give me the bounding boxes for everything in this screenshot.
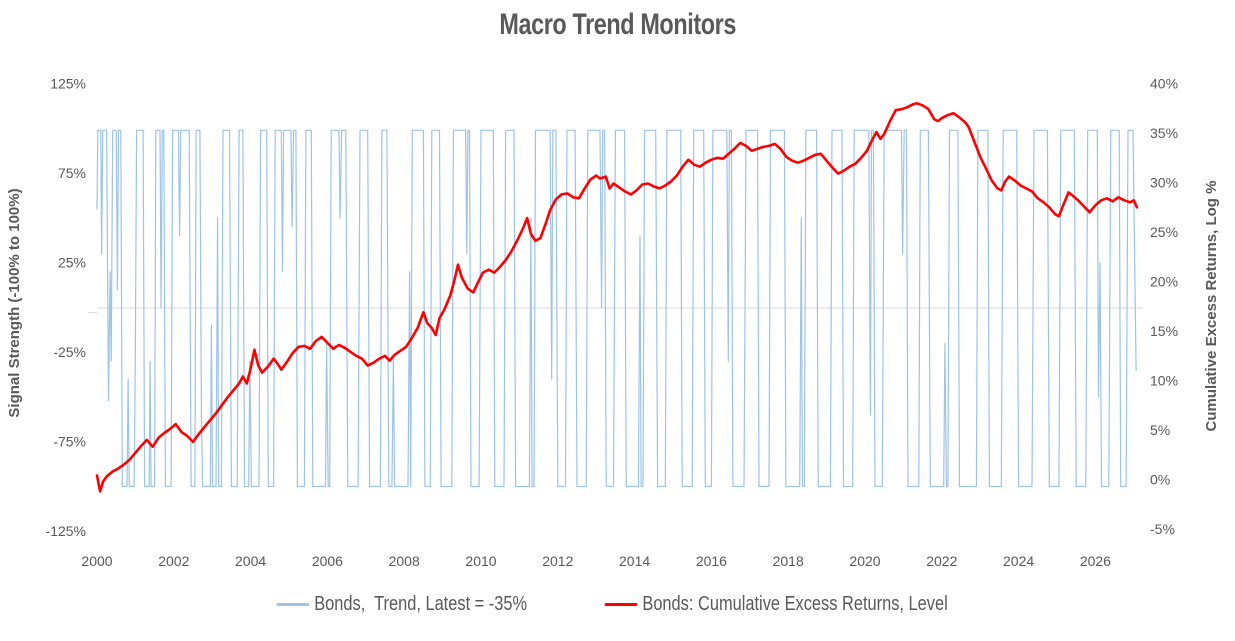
right-axis-tick-label: 25% — [1150, 224, 1178, 240]
right-axis-tick-label: 20% — [1150, 273, 1178, 289]
x-axis-tick-label: 2018 — [773, 553, 804, 569]
legend: Bonds, Trend, Latest = -35% Bonds: Cumul… — [0, 593, 1235, 616]
right-axis-tick-label: 15% — [1150, 323, 1178, 339]
series-lines — [95, 102, 1139, 493]
legend-label-trend: Bonds, Trend, Latest = -35% — [314, 593, 528, 615]
x-axis-tick-label: 2024 — [1003, 553, 1034, 569]
left-axis-tick-label: 125% — [50, 76, 86, 92]
legend-item-returns: Bonds: Cumulative Excess Returns, Level — [604, 593, 948, 616]
x-axis-tick-label: 2000 — [81, 553, 112, 569]
trend-signal-line — [96, 129, 1137, 488]
x-axis-tick-label: 2008 — [389, 553, 420, 569]
axis-tick-labels: 125% 75% 25% -25% -75% -125% 40% 35% 30% 25% 20% 15… — [46, 75, 1179, 569]
left-axis-tick-label: 25% — [58, 255, 86, 271]
x-axis-tick-label: 2012 — [542, 553, 573, 569]
x-axis-tick-label: 2016 — [696, 553, 727, 569]
x-axis-tick-label: 2020 — [849, 553, 880, 569]
left-axis-tick-label: -25% — [53, 344, 86, 360]
right-axis-tick-label: 10% — [1150, 372, 1178, 388]
left-axis-title: Signal Strength (-100% to 100%) — [6, 188, 23, 417]
left-axis-tick-label: 75% — [58, 165, 86, 181]
gridlines — [88, 307, 1143, 313]
right-axis-tick-label: 40% — [1150, 75, 1178, 91]
legend-item-trend: Bonds, Trend, Latest = -35% — [276, 593, 528, 616]
chart-title: Macro Trend Monitors — [0, 8, 1235, 42]
x-axis-tick-label: 2010 — [465, 553, 496, 569]
right-axis-tick-label: 35% — [1150, 125, 1178, 141]
x-axis-tick-label: 2006 — [312, 553, 343, 569]
cumulative-returns-line — [95, 102, 1139, 493]
x-axis-tick-label: 2002 — [158, 553, 189, 569]
left-axis-tick-label: -125% — [46, 523, 86, 539]
right-axis-tick-label: 30% — [1150, 174, 1178, 190]
legend-swatch-trend — [276, 603, 310, 606]
right-axis-tick-label: -5% — [1150, 521, 1175, 537]
legend-label-returns: Bonds: Cumulative Excess Returns, Level — [642, 593, 948, 615]
x-axis-tick-label: 2014 — [619, 553, 650, 569]
right-axis-tick-label: 0% — [1150, 471, 1170, 487]
chart-title-text: Macro Trend Monitors — [499, 8, 736, 41]
right-axis-title: Cumulative Excess Returns, Log % — [1203, 181, 1220, 432]
right-axis-tick-label: 5% — [1150, 422, 1170, 438]
x-axis-tick-label: 2022 — [926, 553, 957, 569]
left-axis-tick-label: -75% — [53, 434, 86, 450]
x-axis-tick-label: 2004 — [235, 553, 266, 569]
legend-swatch-returns — [604, 603, 638, 606]
x-axis-tick-label: 2026 — [1080, 553, 1111, 569]
